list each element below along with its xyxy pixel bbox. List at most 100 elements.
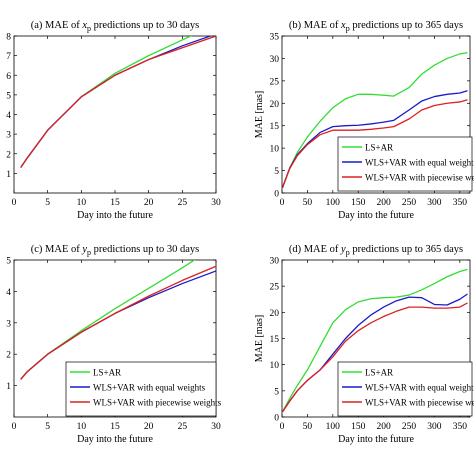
x-tick-label: 50: [303, 198, 313, 208]
x-tick-label: 0: [12, 422, 17, 432]
title-suffix: predictions up to 365 days: [350, 20, 463, 31]
series-line-piecewise: [282, 99, 468, 188]
y-axis-label: MAE [mas]: [254, 91, 265, 139]
y-tick-label: 3: [6, 131, 11, 141]
y-tick-label: 2: [6, 150, 11, 160]
plot-area: [13, 35, 217, 194]
y-tick-label: 0: [274, 414, 279, 424]
chart-title: (d) MAE of yp predictions up to 365 days: [289, 244, 463, 257]
title-variable: y: [81, 244, 87, 255]
title-subscript: p: [87, 248, 91, 257]
x-tick-label: 300: [427, 198, 442, 208]
y-tick-label: 0: [274, 190, 279, 200]
x-tick-label: 0: [280, 198, 285, 208]
x-axis-label: Day into the future: [77, 434, 153, 445]
legend-label: WLS+VAR with equal weights: [365, 158, 474, 168]
x-tick-label: 10: [77, 422, 87, 432]
title-subscript: p: [346, 248, 350, 257]
y-tick-label: 15: [270, 122, 280, 132]
y-tick-label: 4: [6, 288, 11, 298]
y-tick-label: 1: [6, 170, 11, 180]
x-tick-label: 250: [402, 198, 417, 208]
x-tick-label: 200: [376, 422, 391, 432]
legend-box: [337, 136, 473, 192]
y-tick-label: 5: [6, 257, 11, 267]
legend-label: LS+AR: [365, 143, 393, 153]
x-tick-label: 150: [351, 198, 366, 208]
legend-label: WLS+VAR with equal weights: [365, 383, 474, 393]
legend: LS+AR WLS+VAR with equal weights WLS+VAR w…: [337, 361, 474, 417]
title-variable: y: [340, 244, 346, 255]
title-suffix: predictions up to 30 days: [91, 20, 199, 31]
series-line-ls_ar: [282, 51, 468, 188]
x-tick-label: 0: [12, 198, 17, 208]
x-tick-label: 50: [303, 422, 313, 432]
y-axis-label: MAE [mas]: [254, 315, 265, 363]
legend: LS+AR WLS+VAR with equal weights WLS+VAR w…: [337, 136, 474, 192]
y-tick-label: 10: [270, 145, 280, 155]
title-variable: x: [340, 20, 346, 31]
x-tick-label: 15: [110, 422, 120, 432]
x-tick-label: 5: [45, 198, 50, 208]
x-axis-label: Day into the future: [77, 210, 153, 221]
title-subscript: p: [87, 24, 91, 33]
legend-label: WLS+VAR with piecewise weights: [365, 173, 474, 183]
chart-panel-2: 0 5 10 15 20 25 30 1 2 3 4 5 (c) MAE of yp predictio…: [6, 244, 221, 445]
chart-title: (a) MAE of xp predictions up to 30 days: [31, 20, 199, 33]
title-variable: x: [81, 20, 87, 31]
x-tick-label: 100: [326, 198, 341, 208]
x-tick-label: 30: [211, 422, 221, 432]
y-tick-label: 7: [6, 52, 11, 62]
legend-label: LS+AR: [365, 368, 393, 378]
y-tick-label: 15: [270, 335, 280, 345]
legend-label: WLS+VAR with piecewise weights: [93, 398, 222, 408]
y-tick-label: 35: [270, 33, 280, 43]
y-tick-label: 8: [6, 33, 11, 43]
x-tick-label: 5: [45, 422, 50, 432]
y-tick-label: 6: [6, 72, 11, 82]
y-tick-label: 30: [270, 55, 280, 65]
legend-box: [65, 361, 217, 417]
chart-panel-3: 0 50 100 150 200 250 300 350 0 5 10 15 20 25 30 (d) MAE…: [254, 244, 474, 445]
x-tick-label: 350: [453, 422, 468, 432]
x-tick-label: 25: [178, 198, 188, 208]
title-suffix: predictions up to 30 days: [91, 244, 199, 255]
x-axis-label: Day into the future: [338, 434, 414, 445]
x-tick-label: 30: [211, 198, 221, 208]
series-line-piecewise: [20, 36, 216, 168]
y-tick-label: 4: [6, 111, 11, 121]
x-tick-label: 150: [351, 422, 366, 432]
x-tick-label: 200: [376, 198, 391, 208]
x-tick-label: 350: [453, 198, 468, 208]
title-prefix: (d) MAE of: [289, 244, 341, 255]
y-tick-label: 20: [270, 309, 280, 319]
chart-panel-0: 0 5 10 15 20 25 30 1 2 3 4 5 6 7 8 (a) MAE of xp predic…: [6, 20, 221, 221]
series-line-piecewise: [20, 265, 216, 380]
y-tick-label: 10: [270, 361, 280, 371]
x-tick-label: 15: [110, 198, 120, 208]
chart-title: (c) MAE of yp predictions up to 30 days: [31, 244, 199, 257]
y-tick-label: 5: [6, 91, 11, 101]
y-tick-label: 25: [270, 283, 280, 293]
x-axis-label: Day into the future: [338, 210, 414, 221]
y-tick-label: 3: [6, 319, 11, 329]
y-tick-label: 2: [6, 351, 11, 361]
chart-title: (b) MAE of xp predictions up to 365 days: [289, 20, 463, 33]
legend-label: WLS+VAR with piecewise weights: [365, 398, 474, 408]
series-line-piecewise: [282, 302, 468, 413]
legend-label: LS+AR: [93, 368, 121, 378]
y-tick-label: 20: [270, 100, 280, 110]
x-tick-label: 20: [144, 422, 154, 432]
legend-label: WLS+VAR with equal weights: [93, 383, 206, 393]
y-tick-label: 5: [274, 387, 279, 397]
legend-box: [337, 361, 473, 417]
chart-panel-1: 0 50 100 150 200 250 300 350 0 5 10 15 20 25 30 35 (b) M…: [254, 20, 474, 221]
series-line-ls_ar: [282, 268, 468, 413]
y-tick-label: 1: [6, 382, 11, 392]
title-prefix: (b) MAE of: [289, 20, 341, 31]
x-tick-label: 10: [77, 198, 87, 208]
y-tick-label: 5: [274, 167, 279, 177]
y-tick-label: 25: [270, 77, 280, 87]
y-tick-label: 30: [270, 257, 280, 267]
